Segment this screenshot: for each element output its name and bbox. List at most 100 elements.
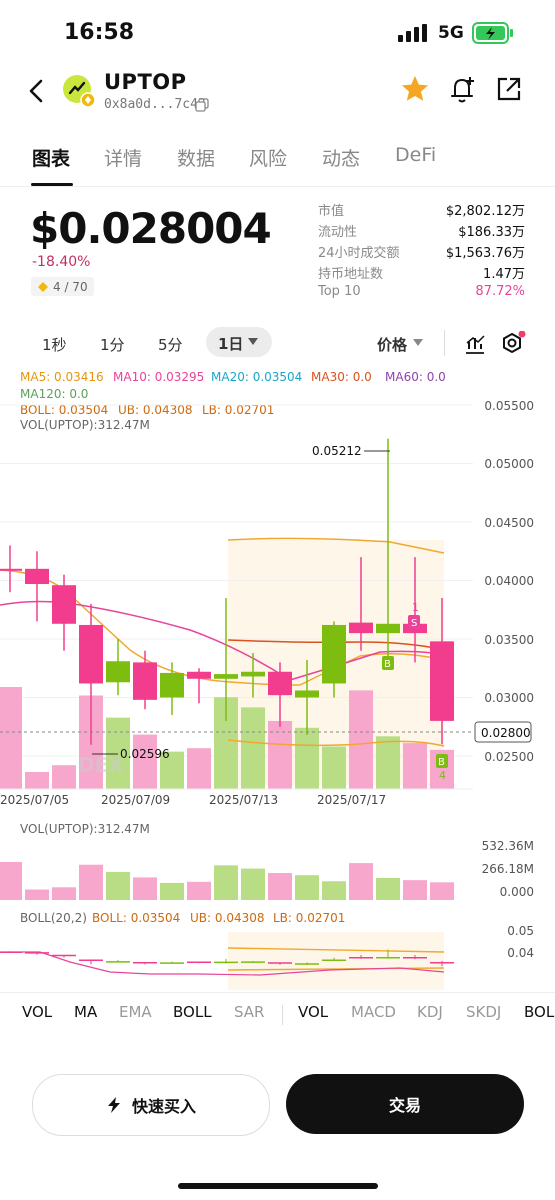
rank-badge: 4 / 70 [31,277,94,296]
star-icon[interactable] [400,74,430,104]
volume-bar [187,748,211,789]
volume-bar [187,881,211,900]
candle-up [295,690,319,698]
candle-up [322,624,346,684]
ma30-value: MA30: 0.0 [311,370,372,384]
y-tick: 0.03500 [484,633,534,647]
indicator-sar[interactable]: SAR [234,1003,265,1021]
volume-bar [106,717,130,789]
timeframe-1s[interactable]: 1秒 [42,336,67,354]
indicator-boll[interactable]: BOLL [173,1003,212,1021]
boll-chart[interactable] [0,930,475,992]
x-tick: 2025/07/09 [101,793,170,807]
rank-value: 4 / 70 [53,279,88,294]
divider [282,1005,283,1025]
y-tick: 0.05000 [484,457,534,471]
share-icon[interactable] [496,76,522,102]
price-select[interactable]: 价格 [377,336,408,354]
candle-down [79,624,103,684]
volume-bar [349,690,373,789]
home-indicator [178,1183,378,1189]
indicator-vol[interactable]: VOL [22,1003,53,1021]
vol-overlay-label: VOL(UPTOP):312.47M [20,418,150,432]
y-tick: 0.04000 [484,574,534,588]
boll-panel-title: BOLL(20,2) [20,911,87,925]
tab-details[interactable]: 详情 [104,148,143,170]
stat-row: 市值 $2,802.12万 [318,200,525,220]
boll-panel-boll: BOLL: 0.03504 [92,911,181,925]
indicator-ema[interactable]: EMA [119,1003,152,1021]
y-tick: 0.02500 [484,750,534,764]
token-address: 0x8a0d...7c43 [104,97,206,112]
volume-chart[interactable] [0,840,475,902]
volume-bar [52,765,76,789]
indicator-ma[interactable]: MA [74,1003,98,1021]
stat-value: $1,563.76万 [445,246,525,261]
tab-chart[interactable]: 图表 [32,148,71,170]
tab-activity[interactable]: 动态 [322,148,361,170]
tab-risk[interactable]: 风险 [249,148,288,170]
settings-icon[interactable] [500,331,526,357]
stat-value: $186.33万 [458,225,525,240]
indicator-kdj[interactable]: KDJ [417,1003,443,1021]
timeframe-5m[interactable]: 5分 [158,336,183,354]
volume-bar [160,882,184,900]
volume-bar [0,862,22,900]
candle-down [430,641,454,721]
chevron-down-icon[interactable] [413,339,423,347]
token-header [0,62,555,132]
stat-row: 持币地址数 1.47万 [318,263,525,283]
timeframe-1d[interactable]: 1日 [206,327,272,357]
back-icon[interactable] [28,79,44,103]
volume-bar [322,746,346,789]
stat-value: $2,802.12万 [445,204,525,219]
indicator-vol-sub[interactable]: VOL [298,1003,329,1021]
volume-bar [376,877,400,900]
volume-bar [241,707,265,789]
boll-mid-line [227,639,445,651]
volume-bar [133,877,157,900]
watermark-logo: DEX [78,753,124,777]
boll-value: BOLL: 0.03504 [20,403,109,417]
quick-buy-button[interactable]: 快速买入 [32,1074,270,1136]
indicator-boll-sub[interactable]: BOL [524,1003,555,1021]
tab-indicator [31,183,73,186]
indicator-icon[interactable] [464,333,486,355]
current-price-tag [474,721,532,743]
trade-button[interactable]: 交易 [286,1074,524,1134]
stat-value-top10: 87.72% [475,284,525,299]
current-price: $0.028004 [30,204,272,253]
candle-up [376,623,400,634]
tab-defi[interactable]: DeFi [395,144,437,166]
volume-bar [268,721,292,789]
stat-row: 流动性 $186.33万 [318,221,525,241]
indicator-skdj[interactable]: SKDJ [466,1003,502,1021]
copy-icon[interactable] [195,98,209,112]
volume-bar [403,743,427,789]
y-tick: 0.03000 [484,691,534,705]
ma120-value: MA120: 0.0 [20,387,89,401]
buy-marker [436,754,448,768]
sell-count: 1 [412,601,419,614]
volume-bar [241,868,265,900]
sell-marker [408,615,420,629]
stat-value: 1.47万 [483,267,525,282]
quick-buy-label: 快速买入 [131,1097,196,1116]
candlestick-chart[interactable]: 0.05212 0.02596 0.02800 1 S B B 4 DEX 20… [0,360,555,815]
ma5-value: MA5: 0.03416 [20,370,104,384]
boll-lower-line [227,739,445,747]
candle-down [133,662,157,700]
divider [444,330,445,356]
vol-axis-tick: 0.000 [499,885,534,899]
timeframe-1m[interactable]: 1分 [100,336,125,354]
volume-bar [295,727,319,789]
indicator-bar: VOL MA EMA BOLL SAR VOL MACD KDJ SKDJ BO… [0,992,555,1033]
tab-data[interactable]: 数据 [177,148,216,170]
indicator-macd[interactable]: MACD [351,1003,396,1021]
candle-down [268,671,292,696]
volume-bar [376,736,400,789]
low-label: 0.02596 [120,747,170,761]
y-tick: 0.04500 [484,516,534,530]
chevron-down-icon [248,338,258,345]
alert-bell-icon[interactable] [448,74,478,104]
